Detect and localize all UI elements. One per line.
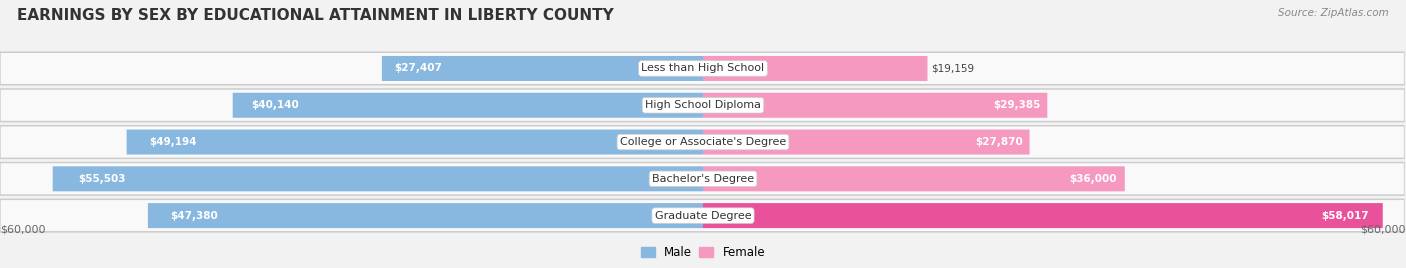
FancyBboxPatch shape xyxy=(703,129,1029,155)
FancyBboxPatch shape xyxy=(0,53,1403,84)
Text: $60,000: $60,000 xyxy=(0,225,45,235)
FancyBboxPatch shape xyxy=(0,199,1403,232)
FancyBboxPatch shape xyxy=(703,203,1382,228)
Text: $40,140: $40,140 xyxy=(252,100,299,110)
Text: Less than High School: Less than High School xyxy=(641,64,765,73)
Text: EARNINGS BY SEX BY EDUCATIONAL ATTAINMENT IN LIBERTY COUNTY: EARNINGS BY SEX BY EDUCATIONAL ATTAINMEN… xyxy=(17,8,613,23)
FancyBboxPatch shape xyxy=(0,200,1403,231)
FancyBboxPatch shape xyxy=(0,126,1403,158)
Text: $27,870: $27,870 xyxy=(976,137,1024,147)
Text: $36,000: $36,000 xyxy=(1069,174,1116,184)
FancyBboxPatch shape xyxy=(0,163,1403,195)
Text: $60,000: $60,000 xyxy=(1361,225,1406,235)
FancyBboxPatch shape xyxy=(127,129,703,155)
Text: $55,503: $55,503 xyxy=(79,174,127,184)
Text: High School Diploma: High School Diploma xyxy=(645,100,761,110)
FancyBboxPatch shape xyxy=(52,166,703,191)
FancyBboxPatch shape xyxy=(0,90,1403,121)
FancyBboxPatch shape xyxy=(0,126,1403,158)
Legend: Male, Female: Male, Female xyxy=(636,241,770,264)
Text: $47,380: $47,380 xyxy=(170,211,218,221)
FancyBboxPatch shape xyxy=(233,93,703,118)
FancyBboxPatch shape xyxy=(0,52,1403,85)
FancyBboxPatch shape xyxy=(703,93,1047,118)
Text: $19,159: $19,159 xyxy=(931,64,974,73)
FancyBboxPatch shape xyxy=(0,163,1403,194)
Text: $49,194: $49,194 xyxy=(149,137,197,147)
FancyBboxPatch shape xyxy=(382,56,703,81)
FancyBboxPatch shape xyxy=(0,89,1403,121)
Text: College or Associate's Degree: College or Associate's Degree xyxy=(620,137,786,147)
FancyBboxPatch shape xyxy=(703,56,928,81)
Text: $58,017: $58,017 xyxy=(1322,211,1369,221)
Text: $27,407: $27,407 xyxy=(395,64,443,73)
Text: Source: ZipAtlas.com: Source: ZipAtlas.com xyxy=(1278,8,1389,18)
Text: Bachelor's Degree: Bachelor's Degree xyxy=(652,174,754,184)
Text: Graduate Degree: Graduate Degree xyxy=(655,211,751,221)
FancyBboxPatch shape xyxy=(148,203,703,228)
FancyBboxPatch shape xyxy=(703,166,1125,191)
Text: $29,385: $29,385 xyxy=(993,100,1040,110)
